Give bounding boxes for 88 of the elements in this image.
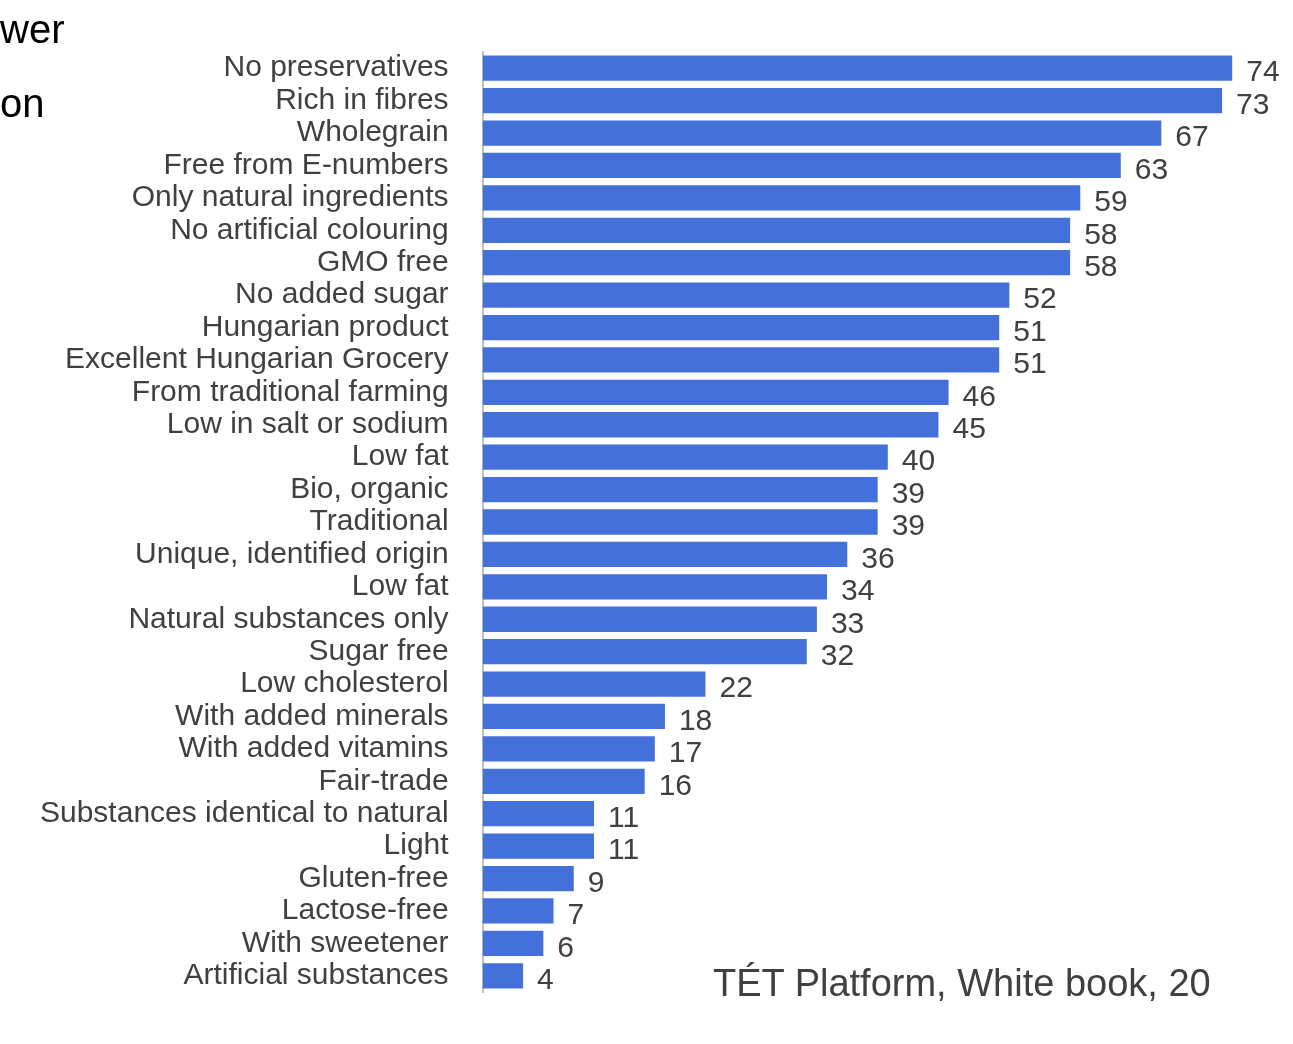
bar — [482, 509, 878, 535]
bar — [482, 671, 706, 697]
bar — [482, 768, 645, 794]
data-label: 51 — [1013, 313, 1047, 347]
bar — [482, 476, 878, 503]
data-label: 74 — [1246, 54, 1280, 88]
bar — [482, 833, 595, 859]
y-tick-label: Free from E-numbers — [163, 146, 449, 180]
data-label: 40 — [901, 443, 936, 477]
bar — [482, 574, 828, 600]
y-tick-label: No added sugar — [235, 276, 449, 310]
y-tick-label: With sweetener — [241, 924, 449, 958]
bar — [482, 120, 1162, 146]
bar — [482, 250, 1071, 276]
y-tick-label: Artificial substances — [183, 957, 449, 991]
data-label: 58 — [1084, 216, 1118, 250]
y-tick-label: Unique, identified origin — [135, 535, 449, 569]
bar — [482, 217, 1071, 243]
bar — [482, 898, 554, 924]
data-label: 34 — [841, 573, 875, 607]
data-label: 45 — [952, 411, 986, 445]
y-tick-label: From traditional farming — [131, 373, 449, 407]
data-label: 51 — [1013, 346, 1047, 380]
data-label: 63 — [1134, 151, 1169, 185]
data-label: 33 — [830, 605, 865, 639]
y-tick-label: Hungarian product — [201, 308, 450, 342]
bar — [482, 282, 1010, 308]
y-tick-label: Wholegrain — [296, 114, 449, 148]
y-tick-label: No artificial colouring — [170, 211, 449, 245]
y-tick-label: Natural substances only — [128, 600, 449, 634]
data-label: 16 — [658, 767, 693, 801]
y-tick-label: Only natural ingredients — [131, 179, 449, 213]
data-label: 9 — [587, 864, 605, 898]
bar — [482, 152, 1121, 179]
bar — [482, 801, 595, 827]
data-label: 11 — [608, 832, 640, 866]
bar — [482, 639, 807, 665]
bar — [482, 541, 848, 568]
y-tick-label: Excellent Hungarian Grocery — [65, 341, 449, 375]
y-tick-label: Low cholesterol — [240, 665, 449, 699]
data-label: 73 — [1236, 86, 1270, 120]
data-label: 39 — [891, 508, 926, 542]
bar — [482, 703, 665, 730]
y-tick-label: Light — [383, 827, 450, 861]
data-label: 36 — [861, 540, 895, 574]
data-label: 22 — [719, 670, 753, 704]
data-label: 7 — [567, 897, 585, 931]
bar — [482, 347, 1000, 373]
data-label: 39 — [891, 475, 926, 509]
data-label: 4 — [537, 962, 554, 996]
bar — [482, 379, 949, 405]
bar — [482, 87, 1223, 114]
bar — [482, 963, 524, 989]
bar — [482, 606, 817, 632]
data-label: 52 — [1023, 281, 1057, 315]
bar — [482, 865, 574, 892]
y-tick-label: With added vitamins — [178, 730, 449, 764]
data-label: 18 — [678, 702, 713, 736]
bar — [482, 444, 888, 470]
data-label: 59 — [1094, 184, 1128, 218]
y-tick-label: With added minerals — [175, 697, 449, 731]
y-tick-label: No preservatives — [223, 49, 449, 83]
bar — [482, 185, 1081, 211]
y-tick-label: Low in salt or sodium — [166, 406, 449, 440]
y-tick-label: Traditional — [309, 503, 449, 537]
bar — [482, 736, 655, 762]
text: on — [0, 81, 45, 126]
y-tick-label: Substances identical to natural — [40, 794, 449, 828]
annotation: TÉT Platform, White book, 20 — [713, 962, 1211, 1005]
data-label: 17 — [668, 735, 703, 769]
y-tick-label: Low fat — [351, 568, 450, 602]
data-label: 46 — [962, 378, 996, 412]
text: wer — [0, 7, 65, 52]
data-label: 67 — [1175, 119, 1209, 153]
y-tick-label: Gluten-free — [298, 859, 449, 893]
bar — [482, 314, 1000, 341]
y-tick-label: Fair-trade — [318, 762, 449, 796]
bar — [482, 412, 939, 438]
bar — [482, 930, 544, 957]
data-label: 32 — [820, 637, 855, 671]
y-tick-label: Bio, organic — [290, 470, 449, 504]
data-label: 6 — [557, 929, 575, 963]
y-tick-label: Rich in fibres — [275, 81, 449, 115]
y-tick-label: Low fat — [351, 438, 450, 472]
data-label: 11 — [608, 799, 640, 833]
y-tick-label: Lactose-free — [281, 892, 449, 926]
data-label: 58 — [1084, 248, 1118, 282]
bar — [482, 55, 1233, 81]
